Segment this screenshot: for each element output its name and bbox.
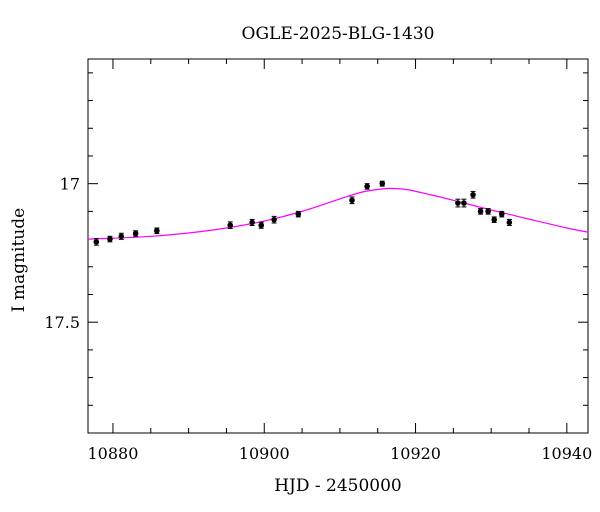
data-point	[258, 222, 265, 229]
x-tick-label: 10940	[541, 444, 592, 463]
x-tick-label: 10900	[239, 444, 290, 463]
y-major-ticks: 17 17.5	[44, 175, 588, 332]
data-point	[506, 219, 513, 226]
x-major-ticks: 10880 10900 10920 10940	[88, 59, 592, 463]
x-tick-label: 10920	[390, 444, 441, 463]
data-point	[249, 219, 255, 226]
model-curve-layer	[87, 187, 589, 240]
data-point	[461, 200, 467, 206]
data-point	[364, 183, 370, 190]
data-points-layer	[93, 180, 513, 246]
data-point	[477, 208, 484, 215]
data-point	[132, 230, 139, 237]
chart-title: OGLE-2025-BLG-1430	[242, 24, 435, 44]
data-point	[295, 211, 302, 217]
data-point	[455, 200, 461, 206]
data-point	[470, 191, 476, 198]
data-point	[379, 180, 386, 187]
x-axis-label: HJD - 2450000	[274, 476, 402, 496]
model-curve-line	[87, 187, 589, 240]
data-point	[227, 222, 234, 229]
y-minor-ticks	[88, 72, 588, 434]
data-point	[93, 239, 100, 245]
data-point	[491, 216, 498, 223]
data-point	[118, 233, 125, 240]
data-point	[271, 216, 277, 223]
data-point	[498, 211, 505, 217]
y-tick-label: 17	[60, 175, 80, 194]
data-point	[107, 236, 113, 242]
data-point	[485, 208, 491, 215]
plot-frame	[87, 58, 589, 434]
y-axis-label: I magnitude	[9, 208, 29, 312]
y-tick-label: 17.5	[44, 313, 80, 332]
x-minor-ticks	[150, 59, 530, 433]
data-point	[154, 227, 160, 234]
x-tick-label: 10880	[88, 444, 139, 463]
data-point	[349, 197, 355, 204]
